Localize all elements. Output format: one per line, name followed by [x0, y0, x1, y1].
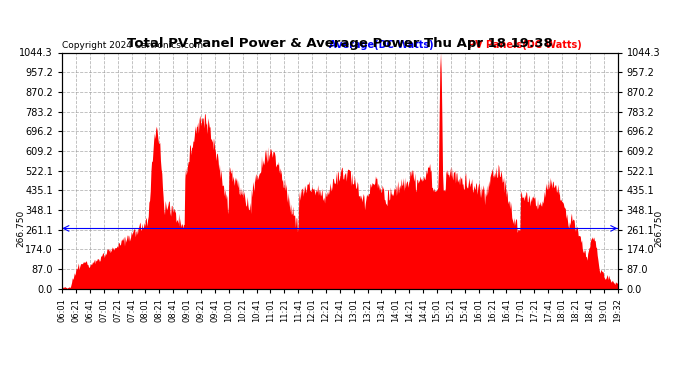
Text: 266.750: 266.750 — [16, 210, 25, 247]
Text: Average(DC Watts): Average(DC Watts) — [328, 40, 433, 50]
Text: 266.750: 266.750 — [655, 210, 664, 247]
Text: PV Panels(DC Watts): PV Panels(DC Watts) — [468, 40, 582, 50]
Title: Total PV Panel Power & Average Power Thu Apr 18 19:38: Total PV Panel Power & Average Power Thu… — [127, 37, 553, 50]
Text: Copyright 2024 Cartronics.com: Copyright 2024 Cartronics.com — [62, 41, 203, 50]
